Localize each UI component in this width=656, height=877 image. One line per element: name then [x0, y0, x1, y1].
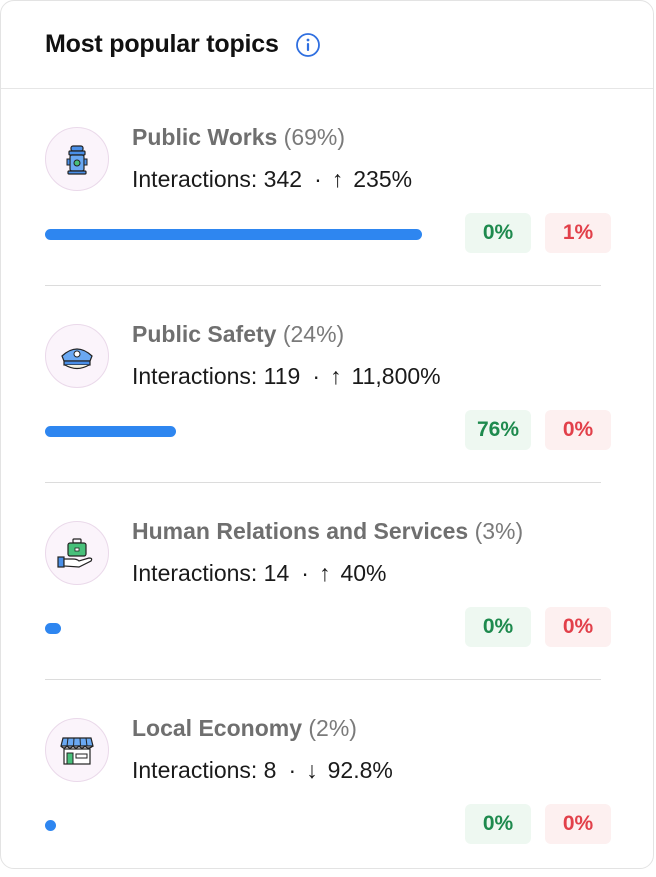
- interactions-count: Interactions: 342: [132, 166, 303, 192]
- interactions-count: Interactions: 119: [132, 363, 301, 389]
- info-icon[interactable]: [295, 32, 321, 58]
- topic-percent: (69%): [283, 124, 346, 150]
- negative-sentiment-badge: 0%: [545, 607, 611, 647]
- trend-arrow-icon: ↑: [330, 363, 342, 389]
- separator: ·: [301, 560, 309, 586]
- trend-value: 11,800%: [351, 363, 441, 389]
- topic-title: Public Safety (24%): [132, 321, 344, 348]
- positive-sentiment-badge: 0%: [465, 804, 531, 844]
- share-bar: [45, 820, 425, 831]
- trend-arrow-icon: ↓: [306, 757, 318, 783]
- topic-row[interactable]: Local Economy (2%) Interactions: 8 · ↓ 92.8…: [45, 680, 611, 877]
- fire-hydrant-icon: [45, 127, 109, 191]
- topic-title: Human Relations and Services (3%): [132, 518, 523, 545]
- topic-name: Public Safety: [132, 321, 277, 347]
- topic-percent: (2%): [308, 715, 357, 741]
- separator: ·: [288, 757, 297, 783]
- negative-sentiment-badge: 0%: [545, 410, 611, 450]
- separator: ·: [314, 166, 322, 192]
- topic-title: Public Works (69%): [132, 124, 345, 151]
- storefront-icon: [45, 718, 109, 782]
- trend-arrow-icon: ↑: [318, 560, 331, 586]
- trend-value: 40%: [340, 560, 387, 586]
- topic-percent: (24%): [282, 321, 345, 347]
- positive-sentiment-badge: 0%: [465, 213, 531, 253]
- police-cap-icon: [45, 324, 109, 388]
- separator: ·: [312, 363, 321, 389]
- topic-stats: Interactions: 14 · ↑ 40%: [132, 560, 386, 587]
- share-bar: [45, 623, 425, 634]
- trend-value: 235%: [353, 166, 413, 192]
- share-bar: [45, 426, 425, 437]
- topic-row[interactable]: Public Safety (24%) Interactions: 119 · ↑ 1…: [45, 286, 611, 483]
- interactions-count: Interactions: 14: [132, 560, 290, 586]
- share-bar-fill: [45, 820, 56, 831]
- topic-row[interactable]: Human Relations and Services (3%) Intera…: [45, 483, 611, 680]
- topic-stats: Interactions: 342 · ↑ 235%: [132, 166, 412, 193]
- topic-name: Public Works: [132, 124, 278, 150]
- interactions-count: Interactions: 8: [132, 757, 277, 783]
- trend-value: 92.8%: [327, 757, 393, 783]
- positive-sentiment-badge: 76%: [465, 410, 531, 450]
- topic-stats: Interactions: 8 · ↓ 92.8%: [132, 757, 393, 784]
- topic-percent: (3%): [474, 518, 524, 544]
- negative-sentiment-badge: 0%: [545, 804, 611, 844]
- topic-name: Local Economy: [132, 715, 302, 741]
- topics-list: Public Works (69%) Interactions: 342 · ↑ 23…: [1, 89, 653, 877]
- topic-title: Local Economy (2%): [132, 715, 357, 742]
- share-bar-fill: [45, 229, 423, 240]
- card-header: Most popular topics: [1, 1, 653, 89]
- topic-name: Human Relations and Services: [132, 518, 469, 544]
- share-bar-fill: [45, 623, 62, 634]
- topic-row[interactable]: Public Works (69%) Interactions: 342 · ↑ 23…: [45, 89, 611, 286]
- share-bar: [45, 229, 425, 240]
- topic-stats: Interactions: 119 · ↑ 11,800%: [132, 363, 441, 390]
- positive-sentiment-badge: 0%: [465, 607, 531, 647]
- card-title: Most popular topics: [45, 30, 279, 58]
- trend-arrow-icon: ↑: [331, 166, 344, 192]
- hand-briefcase-icon: [45, 521, 109, 585]
- negative-sentiment-badge: 1%: [545, 213, 611, 253]
- share-bar-fill: [45, 426, 177, 437]
